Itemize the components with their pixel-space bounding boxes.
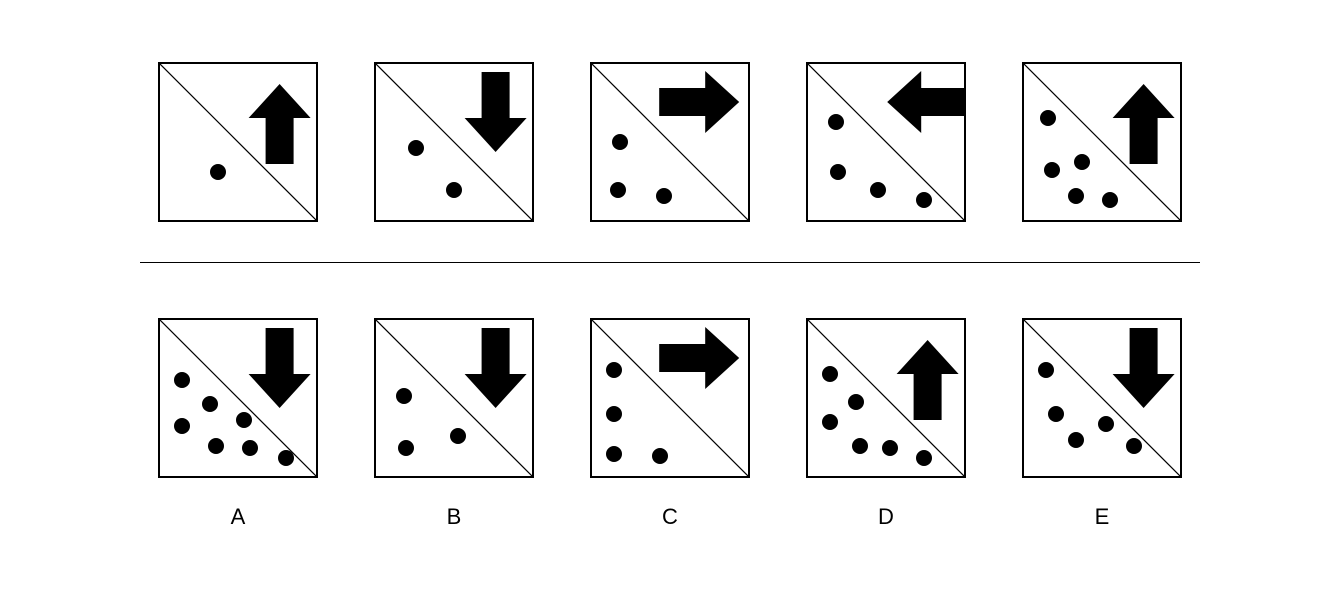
cell-wrapper	[374, 318, 534, 478]
dot	[1102, 192, 1118, 208]
arrow-right-icon	[659, 327, 739, 389]
arrow-left-icon	[887, 71, 966, 133]
arrow-up-icon	[249, 84, 311, 164]
option-label: B	[364, 504, 544, 530]
dot	[612, 134, 628, 150]
dot	[208, 438, 224, 454]
cell-wrapper	[806, 62, 966, 222]
puzzle-cell	[806, 62, 966, 222]
cell-wrapper	[1022, 62, 1182, 222]
puzzle-cell	[1022, 62, 1182, 222]
dot	[1068, 188, 1084, 204]
cell-diagonal	[1022, 62, 1182, 222]
arrow-down-icon	[465, 72, 527, 152]
cell-wrapper	[806, 318, 966, 478]
cell-diagonal	[158, 318, 318, 478]
cell-diagonal	[1022, 318, 1182, 478]
cell-wrapper	[158, 318, 318, 478]
cell-wrapper	[590, 62, 750, 222]
divider-line	[140, 262, 1200, 263]
arrow-down-icon	[1113, 328, 1175, 408]
dot	[610, 182, 626, 198]
dot	[870, 182, 886, 198]
dot	[606, 406, 622, 422]
dot	[606, 362, 622, 378]
puzzle-cell	[158, 318, 318, 478]
puzzle-cell	[590, 318, 750, 478]
dot	[174, 418, 190, 434]
dot	[408, 140, 424, 156]
dot	[1038, 362, 1054, 378]
dot	[1068, 432, 1084, 448]
cell-wrapper	[590, 318, 750, 478]
dot	[848, 394, 864, 410]
dot	[822, 366, 838, 382]
dot	[398, 440, 414, 456]
dot	[236, 412, 252, 428]
dot	[1048, 406, 1064, 422]
puzzle-cell	[374, 62, 534, 222]
dot	[882, 440, 898, 456]
puzzle-cell	[590, 62, 750, 222]
dot	[830, 164, 846, 180]
dot	[916, 192, 932, 208]
dot	[1098, 416, 1114, 432]
puzzle-cell	[374, 318, 534, 478]
arrow-up-icon	[897, 340, 959, 420]
dot	[828, 114, 844, 130]
options-row	[0, 318, 1340, 478]
puzzle-cell	[1022, 318, 1182, 478]
dot	[1126, 438, 1142, 454]
cell-wrapper	[1022, 318, 1182, 478]
cell-wrapper	[374, 62, 534, 222]
dot	[396, 388, 412, 404]
dot	[450, 428, 466, 444]
cell-wrapper	[158, 62, 318, 222]
option-label: E	[1012, 504, 1192, 530]
arrow-down-icon	[249, 328, 311, 408]
dot	[202, 396, 218, 412]
dot	[822, 414, 838, 430]
puzzle-cell	[806, 318, 966, 478]
option-label: C	[580, 504, 760, 530]
dot	[242, 440, 258, 456]
dot	[174, 372, 190, 388]
dot	[606, 446, 622, 462]
cell-diagonal	[158, 62, 318, 222]
arrow-right-icon	[659, 71, 739, 133]
arrow-up-icon	[1113, 84, 1175, 164]
dot	[1074, 154, 1090, 170]
dot	[916, 450, 932, 466]
dot	[278, 450, 294, 466]
dot	[210, 164, 226, 180]
sequence-row	[0, 62, 1340, 222]
dot	[1040, 110, 1056, 126]
dot	[852, 438, 868, 454]
puzzle-cell	[158, 62, 318, 222]
dot	[446, 182, 462, 198]
dot	[656, 188, 672, 204]
dot	[1044, 162, 1060, 178]
arrow-down-icon	[465, 328, 527, 408]
option-label: D	[796, 504, 976, 530]
option-label: A	[148, 504, 328, 530]
figure: A B C D E	[0, 0, 1340, 600]
dot	[652, 448, 668, 464]
cell-diagonal	[806, 62, 966, 222]
